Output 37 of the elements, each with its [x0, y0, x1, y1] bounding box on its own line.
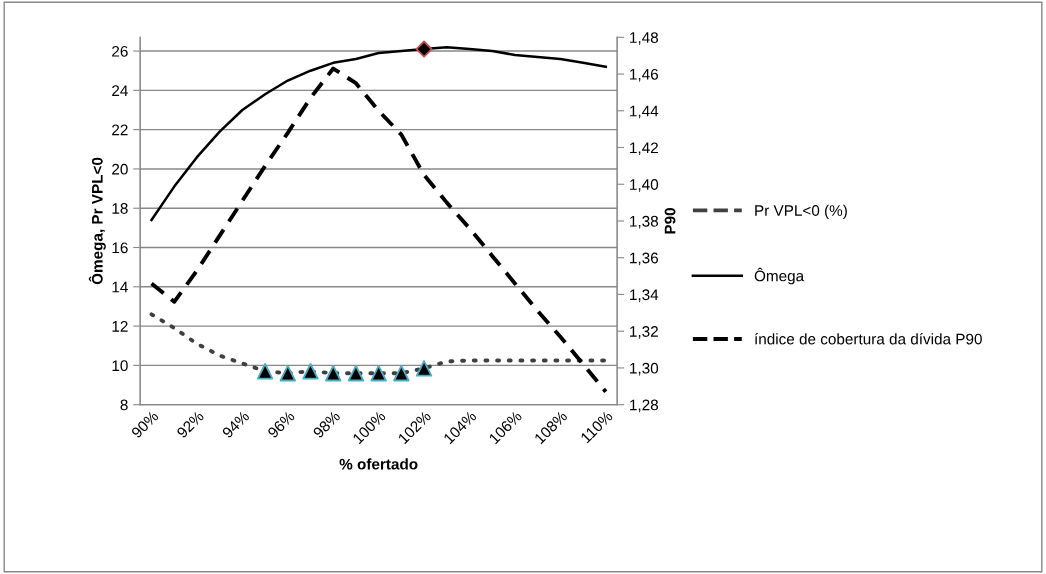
point: [370, 365, 387, 382]
y-tick-label: 24: [112, 85, 128, 96]
legend-label: índice de cobertura da dívida P90: [755, 333, 982, 345]
y2-tick-label: 1,40: [630, 179, 659, 192]
legend-label: Pr VPL<0 (%): [755, 204, 847, 219]
y-axis-title: Ômega, Pr VPL<0: [88, 157, 106, 285]
y2-tick-label: 1,44: [630, 105, 659, 119]
point: [415, 40, 433, 58]
y2-tick-label: 1,38: [630, 215, 659, 229]
y2-tick-label: 1,30: [630, 362, 659, 376]
y2-tick-label: 1,36: [630, 252, 659, 266]
line-series: [149, 66, 608, 394]
y-tick-label: 26: [112, 45, 128, 57]
y2-axis-title: P90: [664, 208, 676, 234]
y2-tick-label: 1,46: [630, 68, 659, 82]
y2-tick-label: 1,42: [630, 142, 658, 156]
y-tick-label: 18: [112, 203, 128, 214]
y2-tick-label: 1,32: [630, 326, 658, 339]
y2-tick-label: 1,48: [630, 32, 659, 45]
point: [325, 365, 342, 382]
legend-label: Ômega: [754, 267, 805, 285]
point: [302, 363, 319, 380]
y-tick-label: 16: [112, 242, 128, 254]
y-tick-label: 12: [112, 320, 128, 332]
point: [415, 360, 433, 377]
y-tick-label: 14: [112, 281, 128, 293]
point: [393, 365, 410, 382]
y-tick-label: 8: [120, 399, 128, 411]
y2-tick-label: 1,34: [630, 289, 659, 302]
y-tick-label: 22: [112, 124, 128, 136]
y-tick-label: 10: [112, 360, 128, 372]
point: [256, 363, 274, 380]
point: [279, 365, 296, 382]
point: [347, 365, 365, 382]
y2-tick-label: 1,28: [630, 399, 659, 413]
y-tick-label: 20: [112, 163, 128, 175]
x-axis-title: % ofertado: [339, 458, 418, 470]
